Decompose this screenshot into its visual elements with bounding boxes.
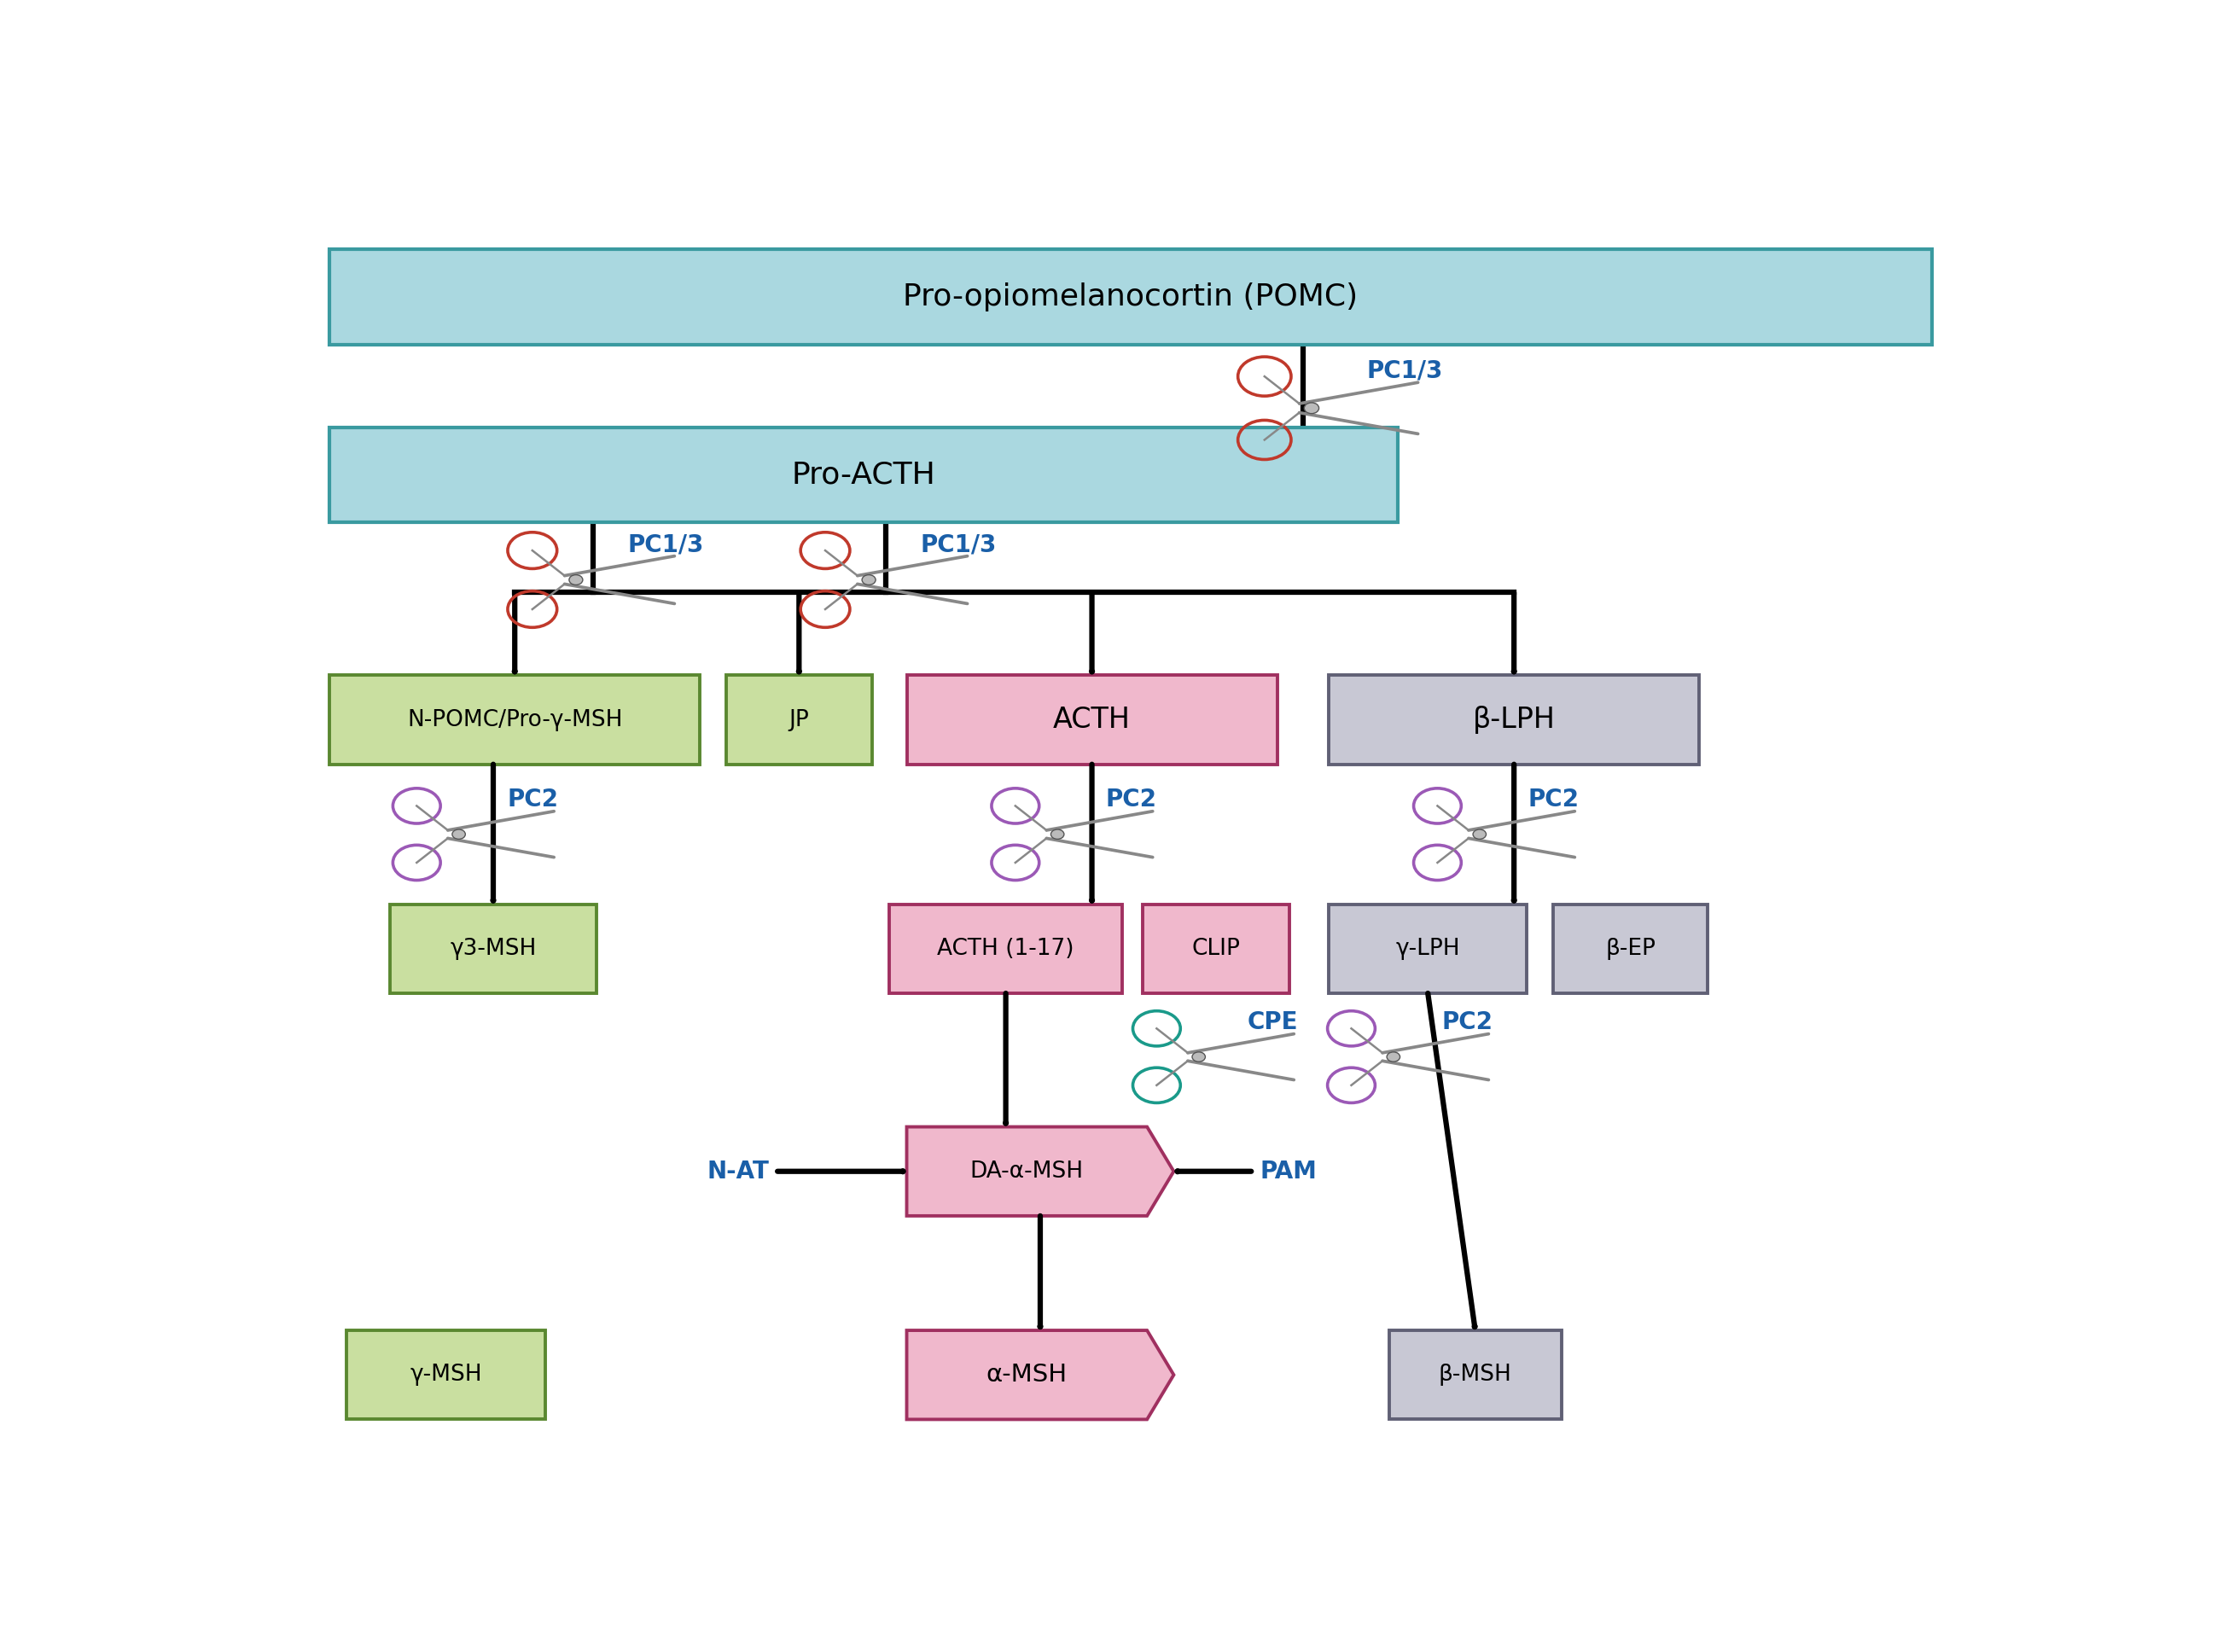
Text: PC2: PC2 (507, 788, 558, 811)
FancyBboxPatch shape (329, 428, 1398, 522)
Text: PC2: PC2 (1443, 1009, 1494, 1034)
FancyBboxPatch shape (1143, 904, 1289, 993)
Text: β-LPH: β-LPH (1472, 705, 1556, 733)
Text: PC1/3: PC1/3 (627, 534, 705, 557)
FancyBboxPatch shape (347, 1330, 545, 1419)
Circle shape (863, 575, 876, 585)
Text: Pro-ACTH: Pro-ACTH (791, 461, 936, 489)
Text: Pro-opiomelanocortin (POMC): Pro-opiomelanocortin (POMC) (903, 282, 1358, 311)
Circle shape (1305, 403, 1318, 413)
Text: γ-LPH: γ-LPH (1396, 938, 1461, 960)
FancyBboxPatch shape (1329, 904, 1527, 993)
Text: PC1/3: PC1/3 (1367, 358, 1443, 383)
Text: γ3-MSH: γ3-MSH (449, 938, 536, 960)
Text: DA-α-MSH: DA-α-MSH (969, 1160, 1083, 1183)
FancyBboxPatch shape (907, 676, 1276, 765)
Circle shape (569, 575, 582, 585)
Text: JP: JP (789, 709, 809, 730)
Text: N-POMC/Pro-γ-MSH: N-POMC/Pro-γ-MSH (407, 709, 622, 730)
FancyBboxPatch shape (1552, 904, 1707, 993)
Polygon shape (907, 1330, 1174, 1419)
Text: PC2: PC2 (1105, 788, 1156, 811)
Text: N-AT: N-AT (707, 1160, 769, 1183)
Circle shape (1192, 1052, 1205, 1062)
Text: β-EP: β-EP (1605, 938, 1656, 960)
Text: PAM: PAM (1260, 1160, 1316, 1183)
FancyBboxPatch shape (725, 676, 871, 765)
Text: ACTH (1-17): ACTH (1-17) (938, 938, 1074, 960)
FancyBboxPatch shape (389, 904, 596, 993)
Text: γ-MSH: γ-MSH (409, 1365, 482, 1386)
Polygon shape (907, 1127, 1174, 1216)
Text: PC2: PC2 (1527, 788, 1578, 811)
Text: CPE: CPE (1247, 1009, 1298, 1034)
FancyBboxPatch shape (329, 676, 700, 765)
Text: CLIP: CLIP (1192, 938, 1240, 960)
Text: PC1/3: PC1/3 (920, 534, 996, 557)
FancyBboxPatch shape (1389, 1330, 1561, 1419)
Circle shape (1051, 829, 1065, 839)
Circle shape (1474, 829, 1487, 839)
Text: β-MSH: β-MSH (1438, 1365, 1512, 1386)
Circle shape (1387, 1052, 1400, 1062)
Text: α-MSH: α-MSH (987, 1363, 1067, 1386)
Text: ACTH: ACTH (1054, 705, 1132, 733)
FancyBboxPatch shape (329, 249, 1932, 345)
FancyBboxPatch shape (1329, 676, 1698, 765)
FancyBboxPatch shape (889, 904, 1123, 993)
Circle shape (451, 829, 465, 839)
